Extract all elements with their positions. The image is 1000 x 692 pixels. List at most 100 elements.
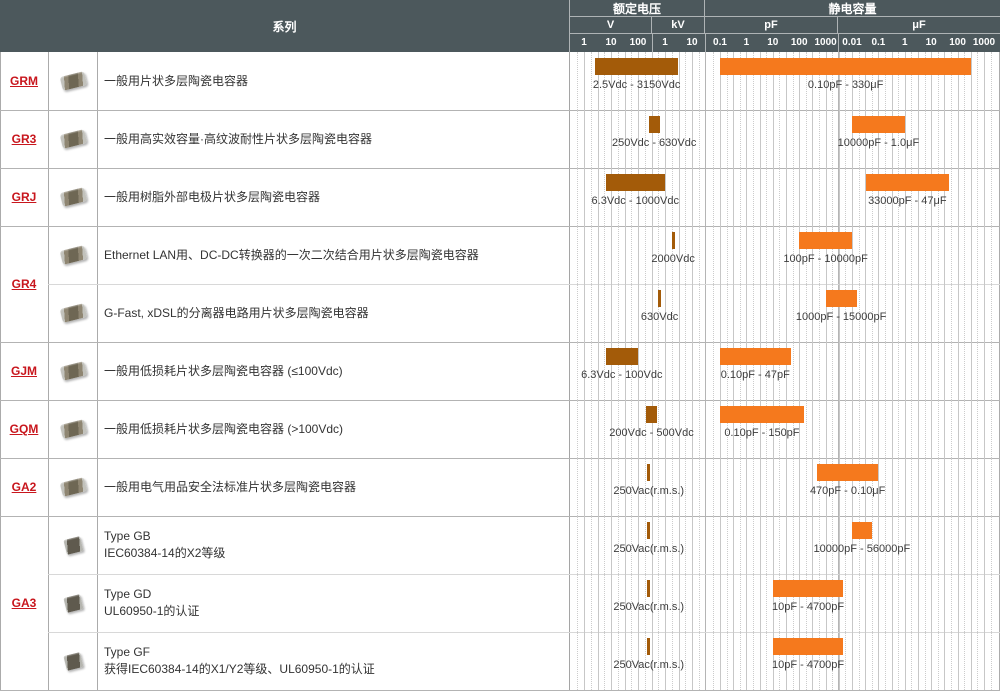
grid-line (779, 52, 781, 110)
grid-line (845, 168, 847, 226)
series-link-ga3[interactable]: GA3 (11, 596, 37, 610)
grid-line (878, 284, 880, 342)
grid-line (904, 574, 906, 632)
series-link-grj[interactable]: GRJ (11, 190, 37, 204)
series-link-grm[interactable]: GRM (10, 74, 38, 88)
grid-line (911, 110, 913, 168)
grid-line (904, 342, 906, 400)
grid-line (865, 110, 867, 168)
description-line: G-Fast, xDSL的分离器电路用片状多层陶瓷电容器 (104, 305, 369, 320)
grid-line (597, 574, 599, 632)
unit-header-v: V (570, 17, 652, 34)
grid-line (799, 342, 801, 400)
grid-line (799, 110, 801, 168)
grid-line (577, 516, 579, 574)
grid-line (944, 226, 946, 284)
grid-line (759, 458, 761, 516)
range-chart: 6.3Vdc - 100Vdc 0.10pF - 47pF (570, 342, 1000, 400)
grid-line (885, 284, 886, 342)
capacitor-chip-image (59, 187, 87, 207)
grid-line (871, 516, 873, 574)
grid-line (597, 342, 599, 400)
series-link-gr3[interactable]: GR3 (11, 132, 37, 146)
grid-line (977, 226, 979, 284)
series-link-gqm[interactable]: GQM (9, 422, 39, 436)
grid-line (799, 458, 801, 516)
grid-line (617, 110, 619, 168)
grid-line (739, 400, 741, 458)
grid-line (577, 458, 579, 516)
grid-line (658, 284, 660, 342)
grid-line (977, 342, 979, 400)
grid-line (845, 574, 847, 632)
range-chart: 250Vac(r.m.s.) 10pF - 4700pF (570, 574, 1000, 632)
grid-line (812, 342, 814, 400)
grid-line (911, 284, 913, 342)
grid-line (799, 574, 801, 632)
series-description: 一般用高实效容量·高纹波耐性片状多层陶瓷电容器 (104, 110, 562, 168)
grid-line (904, 284, 906, 342)
grid-line (984, 226, 985, 284)
grid-line (845, 110, 847, 168)
grid-line (779, 458, 781, 516)
capacitor-chip-image (59, 419, 87, 439)
table-row: G-Fast, xDSL的分离器电路用片状多层陶瓷电容器 630Vdc 1000pF… (0, 284, 1000, 342)
grid-line (838, 168, 840, 226)
grid-line (753, 52, 754, 110)
range-chart: 6.3Vdc - 1000Vdc 33000pF - 47μF (570, 168, 1000, 226)
grid-line (759, 168, 761, 226)
grid-line (685, 574, 687, 632)
grid-line (904, 458, 906, 516)
grid-line (825, 400, 827, 458)
grid-line (951, 632, 952, 690)
grid-line (984, 52, 985, 110)
grid-line (832, 52, 834, 110)
grid-line (918, 400, 919, 458)
grid-line (651, 516, 653, 574)
grid-line (838, 632, 840, 690)
grid-line (644, 52, 646, 110)
grid-line (924, 168, 926, 226)
capacitance-header: 静电容量 (705, 0, 1000, 17)
grid-line (951, 110, 952, 168)
grid-line (590, 516, 592, 574)
axis-tick-label: 1 (581, 37, 587, 48)
grid-line (678, 342, 680, 400)
grid-line (590, 226, 592, 284)
grid-line (753, 574, 754, 632)
grid-line (713, 168, 715, 226)
grid-line (805, 168, 807, 226)
grid-line (792, 574, 794, 632)
voltage-range-bar (647, 522, 651, 539)
grid-line (671, 632, 673, 690)
grid-line (772, 110, 774, 168)
series-column-header: 系列 (0, 0, 570, 52)
product-image-cell (48, 516, 98, 574)
grid-line (624, 632, 626, 690)
grid-line (878, 226, 880, 284)
grid-line (631, 632, 633, 690)
grid-line (911, 400, 913, 458)
group-border (0, 516, 1000, 517)
grid-line (878, 400, 880, 458)
grid-line (726, 284, 728, 342)
description-line: Type GB (104, 529, 151, 543)
grid-line (698, 516, 700, 574)
grid-line (825, 284, 827, 342)
grid-line (617, 458, 619, 516)
grid-line (990, 52, 992, 110)
grid-line (878, 52, 880, 110)
grid-line (720, 516, 721, 574)
grid-line (753, 458, 754, 516)
series-link-gjm[interactable]: GJM (10, 364, 37, 378)
grid-line (678, 110, 680, 168)
grid-line (631, 226, 633, 284)
grid-line (720, 458, 721, 516)
grid-line (644, 400, 646, 458)
grid-line (671, 226, 673, 284)
series-code-cell: GRJ (0, 168, 48, 226)
series-link-gr4[interactable]: GR4 (11, 277, 37, 291)
series-link-ga2[interactable]: GA2 (11, 480, 37, 494)
grid-line (964, 516, 966, 574)
grid-line (792, 632, 794, 690)
